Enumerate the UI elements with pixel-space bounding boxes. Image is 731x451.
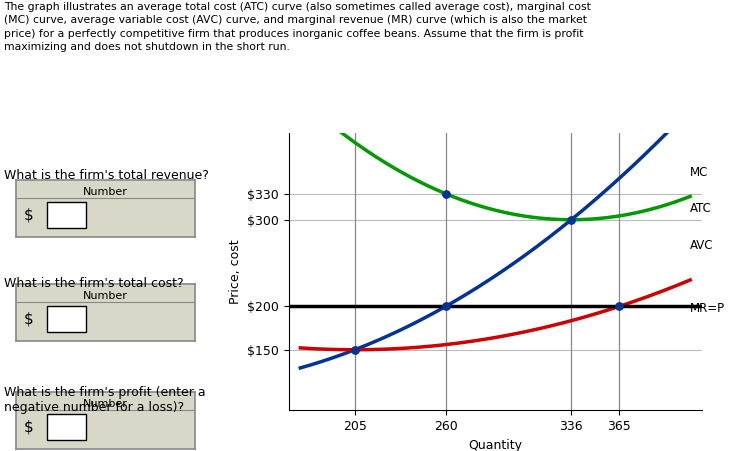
Text: $: $ (23, 420, 34, 435)
Text: $: $ (23, 208, 34, 223)
Text: What is the firm's total revenue?: What is the firm's total revenue? (4, 169, 208, 182)
Text: AVC: AVC (690, 239, 713, 252)
Point (349, 346, 360, 353)
Text: Number: Number (83, 399, 128, 409)
Text: The graph illustrates an average total cost (ATC) curve (also sometimes called a: The graph illustrates an average total c… (4, 2, 591, 52)
Point (440, 190, 452, 198)
Point (565, 216, 577, 223)
Point (613, 303, 625, 310)
FancyBboxPatch shape (47, 306, 86, 332)
FancyBboxPatch shape (47, 202, 86, 228)
Text: MC: MC (690, 166, 708, 179)
X-axis label: Quantity: Quantity (469, 439, 522, 451)
Text: ATC: ATC (690, 202, 712, 215)
Text: What is the firm's total cost?: What is the firm's total cost? (4, 277, 183, 290)
Text: MR=P: MR=P (690, 303, 725, 316)
Y-axis label: Price, cost: Price, cost (229, 239, 241, 304)
Point (440, 303, 452, 310)
Text: What is the firm's profit (enter a
negative number for a loss)?: What is the firm's profit (enter a negat… (4, 386, 205, 414)
Text: Number: Number (83, 291, 128, 301)
Text: $: $ (23, 312, 34, 327)
Text: Number: Number (83, 187, 128, 197)
FancyBboxPatch shape (47, 414, 86, 440)
